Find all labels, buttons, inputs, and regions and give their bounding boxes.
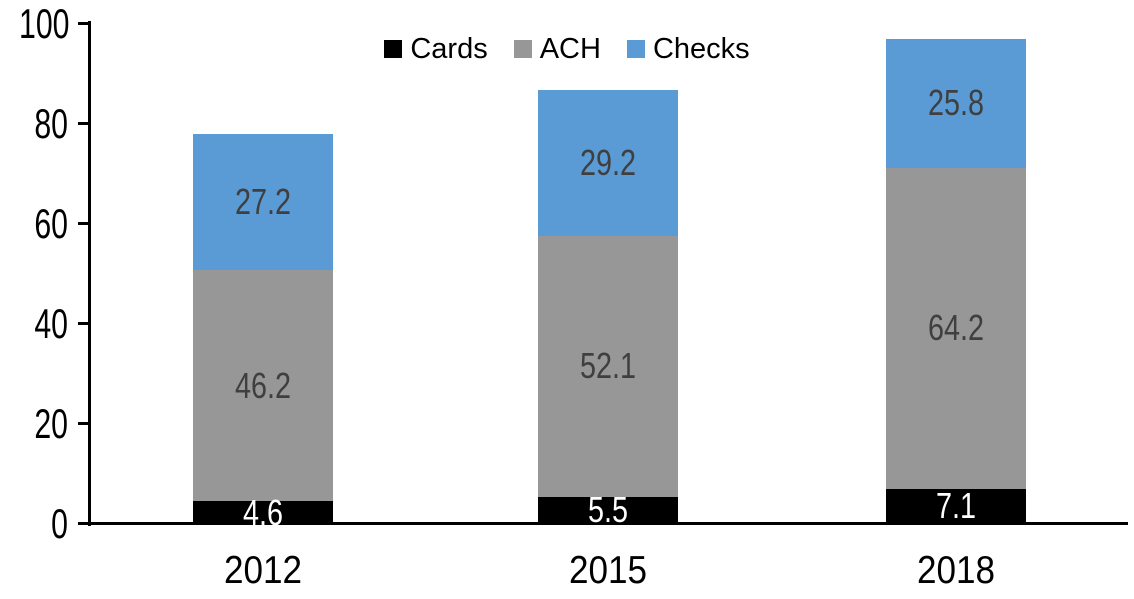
x-axis-line (78, 522, 1128, 525)
bar-value-label: 46.2 (234, 364, 292, 406)
bar-segment-cards-2015 (538, 496, 678, 524)
legend-swatch-cards-icon (384, 40, 403, 58)
y-tick-label: 100 (19, 0, 70, 47)
x-tick-label-2015: 2015 (568, 549, 648, 592)
bar-segment-ach-2018 (886, 167, 1026, 489)
legend-label: Checks (652, 33, 750, 65)
y-tick-label: 60 (34, 200, 68, 247)
y-tick-label: 80 (34, 100, 68, 147)
bar-value-label: 25.8 (927, 82, 985, 123)
y-axis-tick (78, 122, 91, 125)
bar-value-label: 29.2 (579, 142, 637, 183)
bar-segment-checks-2015 (538, 90, 678, 236)
y-axis-tick (78, 322, 91, 325)
bar-segment-cards-2012 (193, 501, 333, 524)
y-axis-line (88, 21, 91, 526)
y-axis-tick (78, 22, 91, 25)
y-tick-label: 20 (34, 400, 68, 447)
legend-label: ACH (539, 33, 601, 65)
chart-legend: Cards ACH Checks (0, 34, 1134, 64)
legend-item-ach: ACH (513, 33, 601, 65)
bar-value-label: 27.2 (234, 181, 292, 222)
y-axis-tick (78, 422, 91, 425)
x-tick-label-2012: 2012 (223, 549, 303, 592)
bar-segment-ach-2012 (193, 270, 333, 501)
legend-swatch-checks-icon (626, 40, 645, 58)
bar-value-label: 5.5 (587, 489, 629, 531)
legend-label: Cards (410, 33, 488, 65)
bar-value-label: 4.6 (242, 491, 284, 533)
bar-value-label: 64.2 (927, 307, 985, 348)
bar-segment-checks-2012 (193, 134, 333, 270)
bar-value-label: 52.1 (579, 345, 637, 387)
bar-segment-cards-2018 (886, 488, 1026, 524)
bar-segment-checks-2018 (886, 38, 1026, 168)
legend-item-checks: Checks (626, 33, 750, 65)
legend-swatch-ach-icon (513, 40, 532, 58)
x-tick-label-2018: 2018 (916, 549, 996, 592)
y-tick-label: 0 (51, 500, 68, 547)
y-axis-tick (78, 222, 91, 225)
bar-segment-ach-2015 (538, 236, 678, 497)
legend-item-cards: Cards (384, 33, 488, 65)
bar-value-label: 7.1 (935, 485, 977, 527)
y-tick-label: 40 (34, 300, 68, 347)
